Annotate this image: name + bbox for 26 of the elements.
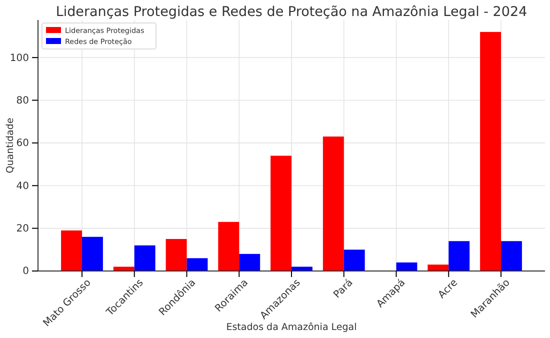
bar	[166, 238, 187, 271]
bar	[344, 250, 365, 271]
y-tick-label: 0	[22, 266, 29, 278]
bar	[480, 32, 502, 271]
bar	[61, 230, 82, 271]
bar	[113, 266, 134, 271]
y-tick-label: 100	[10, 52, 29, 64]
bar	[322, 136, 344, 271]
bar	[501, 241, 522, 271]
y-tick-label: 40	[16, 180, 29, 192]
bar	[292, 266, 312, 271]
bar	[239, 254, 260, 271]
bar	[134, 245, 156, 271]
y-tick-label: 20	[16, 224, 29, 235]
bar	[270, 156, 292, 271]
y-tick-label: 60	[16, 138, 29, 150]
bar	[186, 258, 208, 271]
y-tick-label: 80	[16, 95, 29, 106]
bar	[218, 222, 240, 271]
chart-title: Lideranças Protegidas e Redes de Proteção na Amazônia Legal - 2024	[56, 4, 528, 20]
bar	[428, 264, 449, 271]
bar	[82, 236, 103, 271]
bar	[396, 262, 418, 271]
y-axis-title: Quantidade	[5, 118, 16, 174]
x-axis-title: Estados da Amazônia Legal	[226, 322, 357, 333]
bar	[448, 241, 470, 271]
